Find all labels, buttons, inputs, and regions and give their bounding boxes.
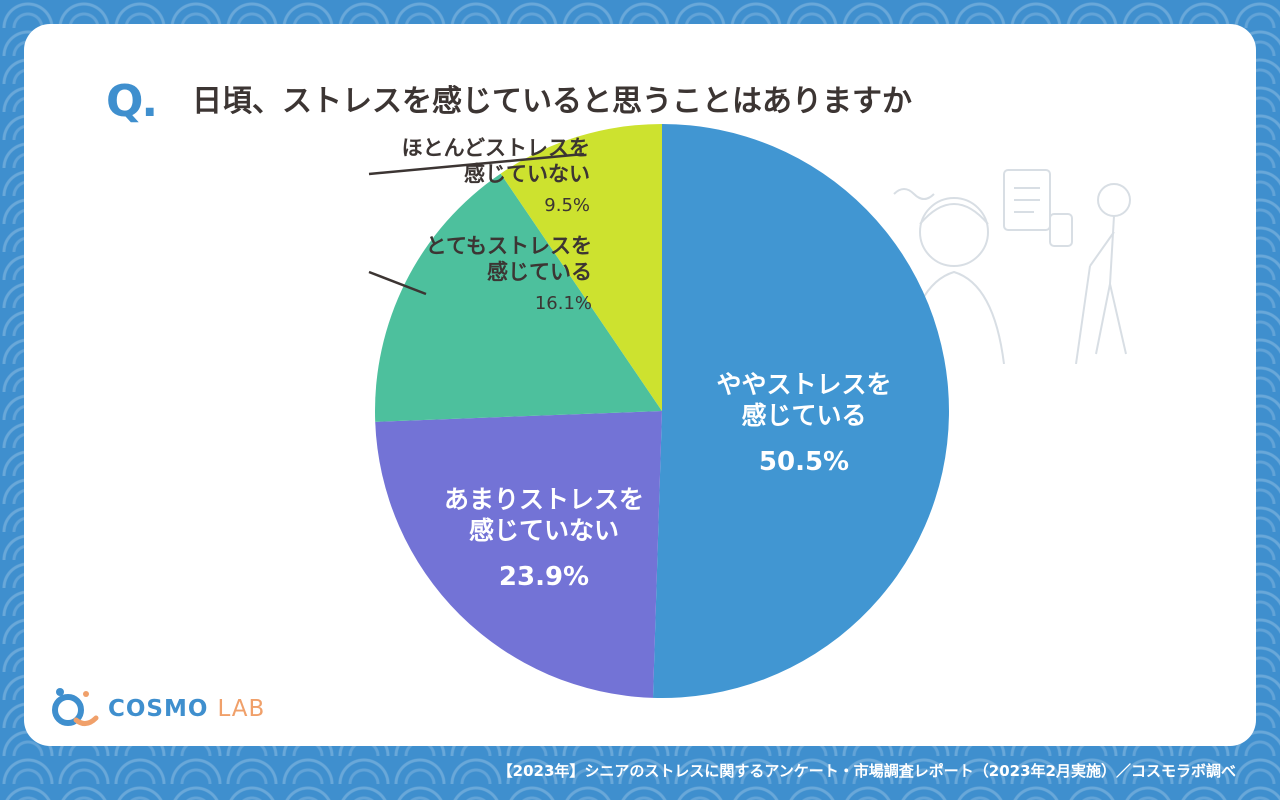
- pie-slice-2: [375, 411, 662, 698]
- logo-main: COSMO: [108, 696, 209, 722]
- slice-percent: 50.5%: [758, 446, 850, 477]
- pie-slice-1: [652, 124, 949, 698]
- slice-label-line: 感じている: [741, 401, 867, 431]
- cosmo-lab-logo: COSMO LAB: [46, 684, 286, 734]
- leader-line-3: [368, 270, 427, 296]
- slice-label-line: あまりストレスを: [443, 485, 644, 514]
- question-mark: Q.: [106, 76, 158, 127]
- slice-label-line: 感じている: [487, 259, 592, 284]
- slice-label-4: ほとんどストレスを 感じていない 9.5%: [402, 136, 590, 217]
- slice-percent: 16.1%: [534, 293, 592, 315]
- slice-percent: 9.5%: [544, 195, 590, 217]
- source-footer: 【2023年】シニアのストレスに関するアンケート・市場調査レポート（2023年2…: [497, 762, 1236, 780]
- pie-chart: [368, 124, 949, 698]
- slice-label-line: 感じていない: [468, 516, 619, 546]
- slice-label-line: とてもストレスを: [425, 234, 592, 258]
- pie-slice-3: [375, 173, 662, 422]
- slice-label-line: ややストレスを: [716, 370, 892, 399]
- logo-sub: LAB: [217, 696, 266, 722]
- chart-card: Q. 日頃、ストレスを感じていると思うことはありますか ややストレスを 感じている…: [24, 24, 1256, 746]
- slice-label-line: 感じていない: [464, 161, 590, 186]
- logo-icon: [52, 688, 99, 726]
- slice-label-line: ほとんどストレスを: [401, 136, 590, 160]
- slice-label-1: ややストレスを 感じている 50.5%: [684, 369, 924, 478]
- chart-question: 日頃、ストレスを感じていると思うことはありますか: [192, 84, 912, 119]
- slice-label-2: あまりストレスを 感じていない 23.9%: [424, 484, 664, 593]
- slice-percent: 23.9%: [498, 561, 590, 592]
- pie-slice-4: [500, 124, 662, 411]
- slice-label-3: とてもストレスを 感じている 16.1%: [426, 234, 592, 315]
- leader-line-4: [368, 152, 585, 176]
- senior-illustration: [893, 169, 1131, 364]
